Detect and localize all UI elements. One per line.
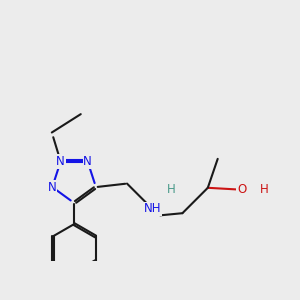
Text: O: O [237, 183, 246, 196]
Text: H: H [260, 183, 269, 196]
Text: H: H [167, 183, 175, 196]
Text: N: N [56, 155, 65, 168]
Text: N: N [83, 155, 92, 168]
Text: N: N [48, 181, 57, 194]
Text: NH: NH [144, 202, 161, 215]
